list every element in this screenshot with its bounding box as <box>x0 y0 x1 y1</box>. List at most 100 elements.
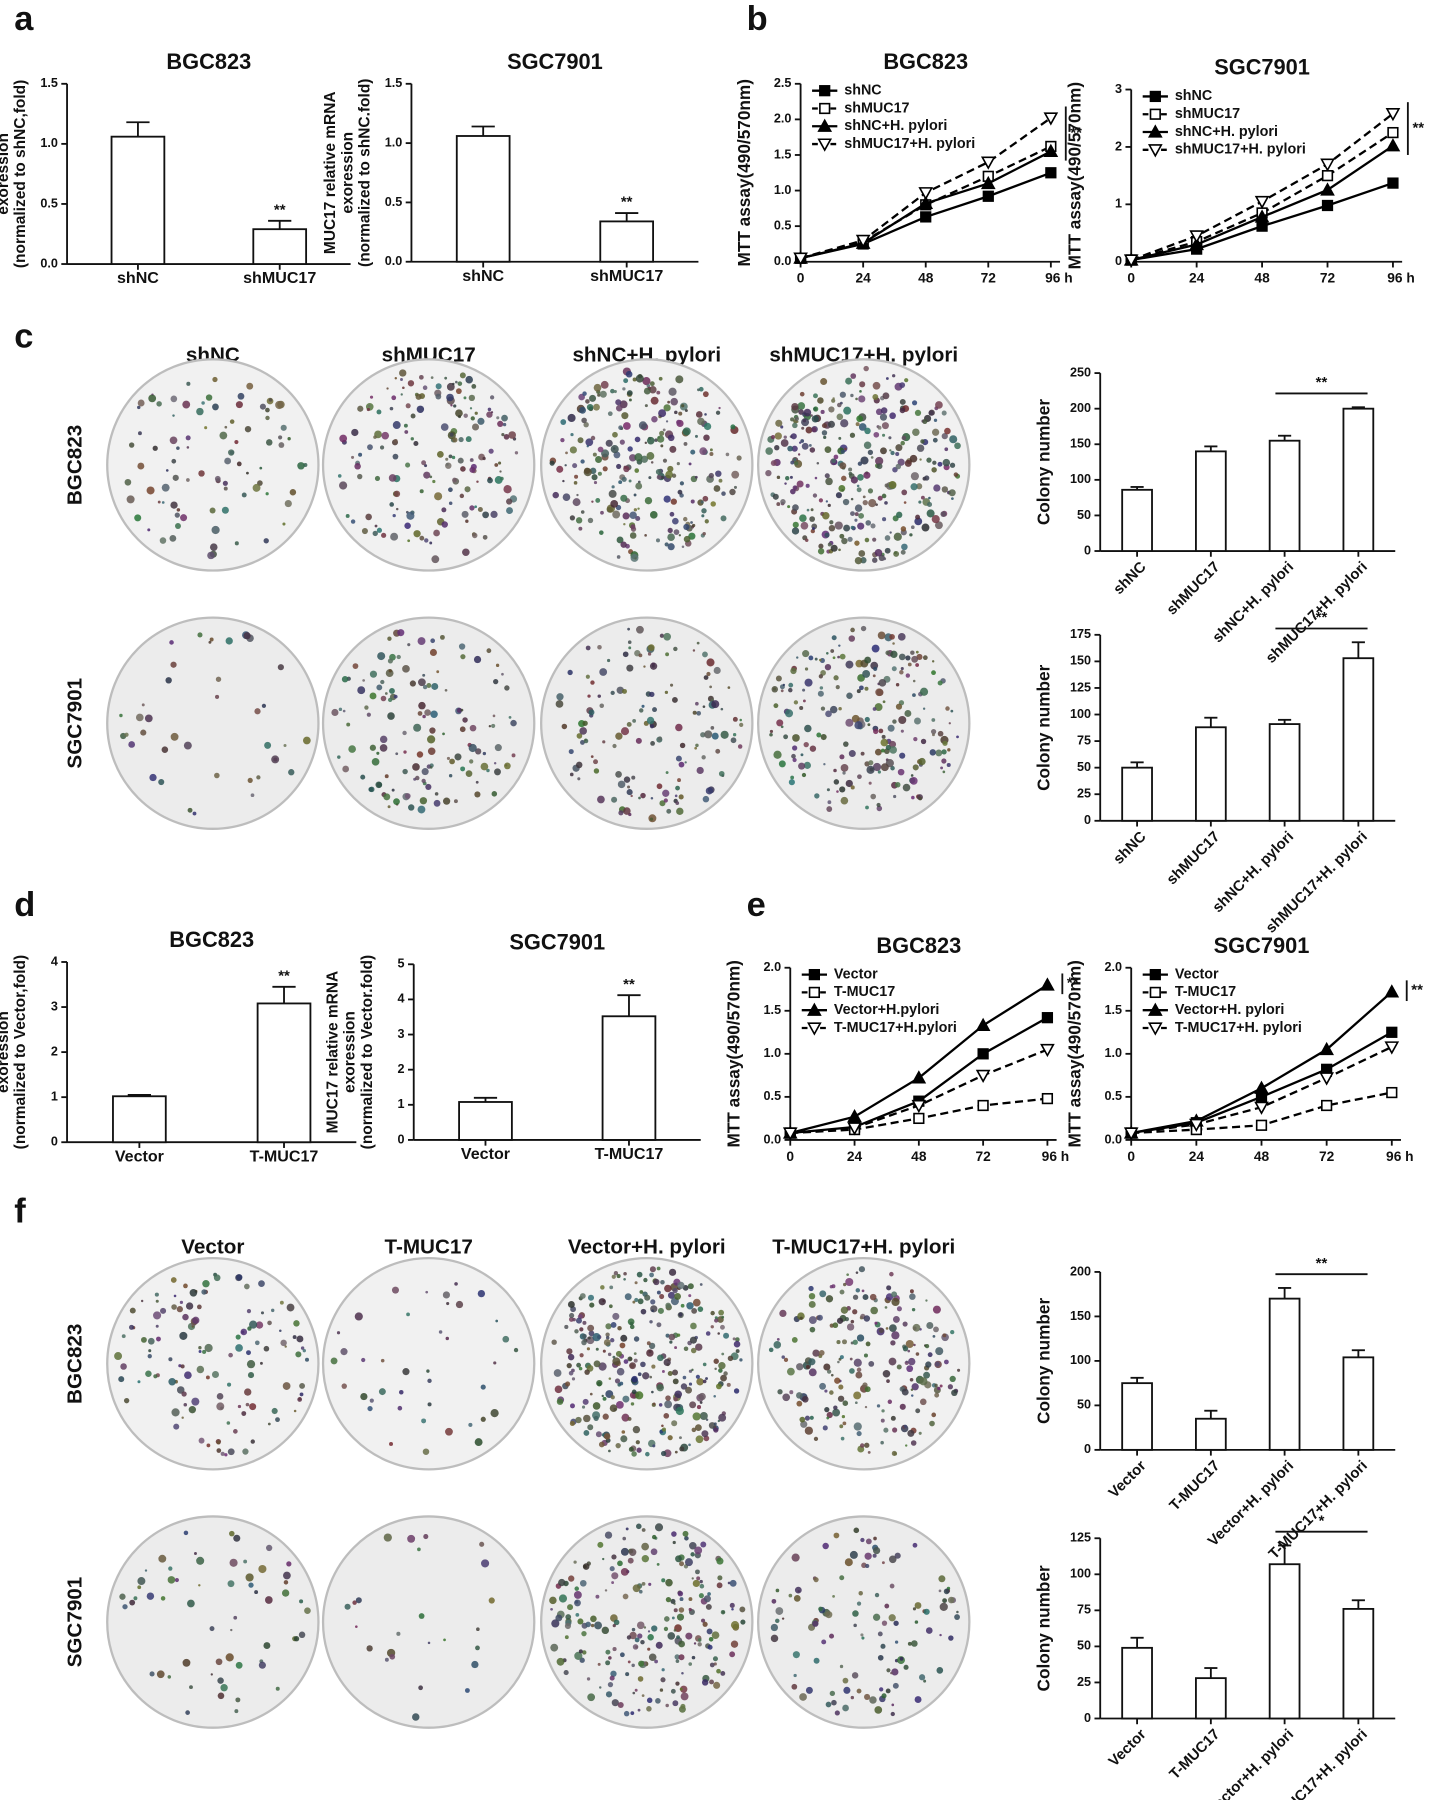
colony <box>255 1321 264 1329</box>
colony <box>455 409 463 418</box>
colony <box>405 403 411 409</box>
colony <box>739 1358 743 1362</box>
colony <box>856 1688 862 1694</box>
colony <box>801 772 807 778</box>
legend-label: shMUC17 <box>1175 106 1240 122</box>
colony <box>808 1316 817 1324</box>
colony <box>881 1409 885 1413</box>
colony <box>169 640 174 645</box>
colony <box>690 1347 697 1354</box>
colony <box>676 1613 685 1621</box>
colony <box>556 465 564 473</box>
colony <box>671 1616 675 1620</box>
y-axis-label: (normalized to Vector,fold) <box>12 955 29 1149</box>
y-tick-label: 150 <box>1070 654 1091 668</box>
colony <box>388 669 392 673</box>
colony <box>696 766 704 775</box>
colony <box>654 1659 658 1664</box>
legend-label: shMUC17+H. pylori <box>844 136 975 152</box>
colony <box>690 1552 695 1557</box>
colony <box>727 1355 734 1362</box>
colony <box>865 1563 870 1569</box>
colony <box>949 462 956 468</box>
y-tick-label: 1.0 <box>1104 1046 1122 1060</box>
y-tick-label: 1.0 <box>764 1046 782 1060</box>
colony <box>876 802 881 808</box>
legend-marker <box>807 1002 822 1016</box>
colony <box>843 741 849 747</box>
x-tick-label: 96 h <box>1045 271 1073 286</box>
colony <box>568 1370 574 1376</box>
colony <box>707 1592 711 1596</box>
colony <box>809 1415 814 1420</box>
colony <box>626 1635 632 1640</box>
colony <box>393 798 400 805</box>
colony <box>845 377 853 385</box>
colony <box>281 1589 290 1597</box>
colony <box>605 1649 611 1655</box>
colony <box>597 644 602 650</box>
colony <box>692 710 697 715</box>
colony <box>229 1530 235 1537</box>
colony <box>342 709 346 713</box>
colony <box>161 746 169 753</box>
colony <box>727 1581 731 1585</box>
colony <box>387 658 393 664</box>
y-tick-label: 75 <box>1077 1603 1091 1617</box>
colony <box>222 480 228 486</box>
colony <box>808 655 814 661</box>
colony <box>688 462 692 466</box>
colony <box>860 625 867 632</box>
colony <box>765 447 773 455</box>
colony <box>888 1614 896 1622</box>
colony <box>147 1337 155 1345</box>
colony <box>393 694 398 699</box>
bar <box>1121 766 1153 822</box>
legend-label: shNC+H. pylori <box>1175 124 1278 140</box>
colony <box>283 744 287 748</box>
colony <box>853 1358 862 1367</box>
colony <box>646 1349 654 1357</box>
colony <box>577 777 581 781</box>
legend-marker <box>817 118 833 132</box>
colony <box>176 1306 183 1313</box>
y-axis-label: Colony number <box>1034 1298 1054 1424</box>
colony <box>872 1546 881 1555</box>
colony <box>895 463 902 470</box>
bar <box>458 1101 513 1141</box>
x-tick-label: 96 h <box>1042 1149 1070 1164</box>
colony <box>137 399 145 407</box>
colony <box>691 1308 698 1314</box>
colony <box>849 1357 853 1361</box>
colony <box>620 494 628 502</box>
colony <box>867 449 874 456</box>
colony <box>678 534 681 537</box>
colony <box>695 1343 703 1351</box>
colony <box>469 724 477 732</box>
colony <box>640 455 649 463</box>
colony <box>893 550 900 557</box>
colony <box>739 722 744 727</box>
colony <box>944 427 951 435</box>
colony <box>785 709 794 718</box>
legend-marker <box>819 85 831 97</box>
y-tick-label: 1.0 <box>40 136 58 150</box>
colony <box>868 1361 875 1367</box>
colony <box>241 492 247 498</box>
colony <box>863 365 869 372</box>
colony <box>286 1561 292 1567</box>
colony <box>855 422 860 427</box>
colony <box>873 431 880 438</box>
colony <box>304 1357 309 1362</box>
colony <box>560 419 567 425</box>
colony <box>909 776 918 785</box>
colony <box>632 1584 641 1593</box>
colony <box>446 393 454 402</box>
colony <box>605 1691 613 1698</box>
colony <box>826 1411 833 1419</box>
colony <box>602 1557 605 1561</box>
colony <box>838 706 842 711</box>
colony <box>673 1608 678 1613</box>
colony <box>769 729 774 734</box>
colony <box>154 1292 159 1297</box>
